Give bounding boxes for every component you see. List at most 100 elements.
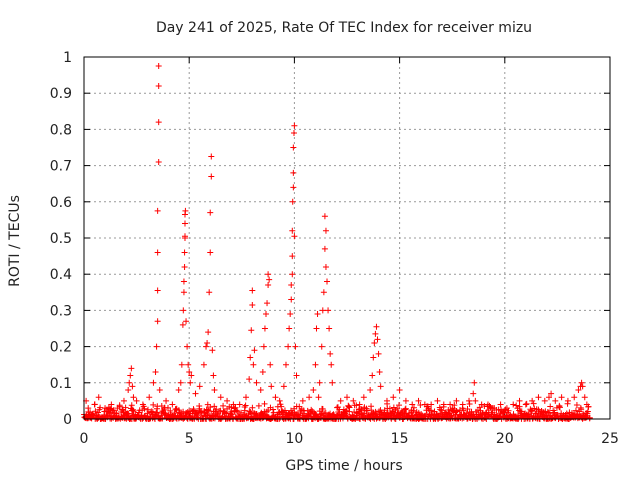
- data-point: [152, 368, 159, 375]
- background-point: [396, 402, 403, 409]
- data-point: [390, 394, 397, 401]
- x-tick-label: 15: [391, 431, 409, 447]
- data-point: [177, 379, 184, 386]
- data-point: [114, 405, 121, 412]
- data-point: [375, 350, 382, 357]
- background-point: [241, 407, 248, 414]
- background-point: [220, 402, 227, 409]
- data-point: [581, 394, 588, 401]
- data-point: [209, 347, 216, 354]
- data-point: [102, 405, 109, 412]
- data-point: [571, 394, 578, 401]
- background-point: [547, 403, 554, 410]
- data-point: [325, 307, 332, 314]
- y-tick-label: 0: [63, 412, 72, 428]
- background-point: [453, 408, 460, 415]
- background-point: [242, 402, 249, 409]
- data-point: [491, 405, 498, 412]
- x-tick-label: 0: [80, 431, 89, 447]
- data-point: [548, 390, 555, 397]
- data-point: [203, 343, 210, 350]
- background-point: [296, 403, 303, 410]
- data-point: [321, 213, 328, 220]
- data-point: [428, 401, 435, 408]
- background-point: [144, 410, 151, 417]
- background-point: [233, 407, 240, 414]
- data-point: [293, 372, 300, 379]
- background-point: [482, 410, 489, 417]
- y-tick-label: 0.6: [50, 195, 72, 211]
- data-point: [230, 401, 237, 408]
- data-point: [383, 397, 390, 404]
- data-points: [81, 63, 593, 422]
- data-point: [260, 343, 267, 350]
- data-point: [205, 329, 212, 336]
- background-point: [345, 403, 352, 410]
- data-point: [583, 401, 590, 408]
- background-point: [205, 408, 212, 415]
- data-point: [130, 394, 137, 401]
- data-point: [91, 401, 98, 408]
- data-point: [108, 401, 115, 408]
- y-axis-label: ROTI / TECUs: [7, 195, 23, 287]
- data-point: [337, 397, 344, 404]
- data-point: [289, 271, 296, 278]
- data-point: [246, 376, 253, 383]
- data-point: [156, 387, 163, 394]
- background-point: [110, 407, 117, 414]
- data-point: [95, 394, 102, 401]
- background-point: [572, 407, 579, 414]
- data-point: [154, 287, 161, 294]
- background-point: [410, 407, 417, 414]
- data-point: [510, 401, 517, 408]
- data-point: [421, 401, 428, 408]
- x-tick-label: 25: [601, 431, 619, 447]
- background-point: [261, 400, 268, 407]
- data-point: [146, 394, 153, 401]
- background-point: [92, 408, 99, 415]
- axis-ticks: 0 5 10 15 20 25 0 0.1 0.2 0.3 0.4 0.5 0.6 0.7 0.8 0.9 1: [50, 50, 619, 447]
- data-point: [261, 325, 268, 332]
- data-point: [243, 394, 250, 401]
- background-point: [255, 402, 262, 409]
- data-point: [155, 119, 162, 126]
- background-point: [232, 404, 239, 411]
- background-point: [448, 412, 455, 419]
- x-axis-label: GPS time / hours: [285, 458, 402, 474]
- data-point: [290, 144, 297, 151]
- data-point: [208, 153, 215, 160]
- data-point: [125, 387, 132, 394]
- x-tick-label: 20: [496, 431, 514, 447]
- data-point: [272, 394, 279, 401]
- background-point: [394, 405, 401, 412]
- background-point: [149, 408, 156, 415]
- data-point: [541, 397, 548, 404]
- background-point: [204, 401, 211, 408]
- data-point: [466, 397, 473, 404]
- background-point: [128, 402, 135, 409]
- background-point: [207, 404, 214, 411]
- data-point: [249, 287, 256, 294]
- data-point: [204, 339, 211, 346]
- data-point: [470, 390, 477, 397]
- y-tick-label: 0.5: [50, 231, 72, 247]
- data-point: [187, 379, 194, 386]
- data-point: [247, 354, 254, 361]
- background-point: [144, 406, 151, 413]
- data-point: [326, 325, 333, 332]
- y-tick-label: 0.3: [50, 303, 72, 319]
- background-point: [562, 411, 569, 418]
- data-point: [291, 122, 298, 129]
- data-point: [328, 361, 335, 368]
- data-point: [264, 300, 271, 307]
- data-point: [179, 321, 186, 328]
- data-point: [186, 368, 193, 375]
- data-point: [415, 397, 422, 404]
- background-point: [466, 400, 473, 407]
- data-point: [350, 397, 357, 404]
- data-point: [471, 379, 478, 386]
- background-point: [566, 409, 573, 416]
- data-point: [85, 405, 92, 412]
- data-point: [376, 368, 383, 375]
- data-point: [440, 401, 447, 408]
